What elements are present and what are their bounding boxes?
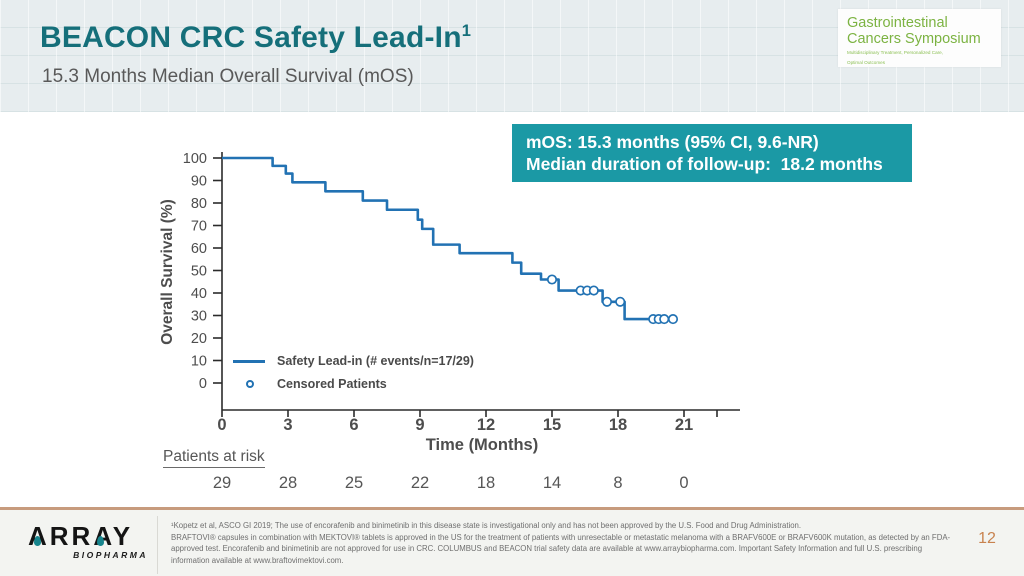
series-line-icon [233,359,265,363]
x-axis-label: Time (Months) [425,436,539,454]
legend-series-label: Safety Lead-in (# events/n=17/29) [277,354,474,368]
svg-text:25: 25 [345,474,363,492]
svg-text:50: 50 [191,264,207,280]
svg-text:70: 70 [191,219,207,235]
svg-text:14: 14 [543,474,561,492]
svg-text:28: 28 [279,474,297,492]
symposium-logo-line2: Cancers Symposium [847,31,981,48]
array-logo-text: ARRAY [28,521,134,551]
symposium-logo-tagline2: Optimal Outcomes [847,60,886,66]
svg-text:0: 0 [679,474,688,492]
svg-text:3: 3 [283,416,292,434]
footer-divider [157,516,158,574]
page-number: 12 [978,530,996,547]
svg-text:0: 0 [217,416,226,434]
symposium-logo: Gastrointestinal Cancers Symposium Multi… [838,9,1001,67]
array-logo-drop-icon [97,536,104,546]
svg-text:8: 8 [613,474,622,492]
symposium-logo-tagline1: Multidisciplinary Treatment, Personalize… [847,50,943,56]
svg-text:21: 21 [675,416,693,434]
svg-text:22: 22 [411,474,429,492]
svg-text:12: 12 [477,416,495,434]
svg-text:18: 18 [609,416,627,434]
footnote-line: ¹Kopetz et al, ASCO GI 2019; The use of … [171,521,802,530]
mos-callout-box: mOS: 15.3 months (95% CI, 9.6-NR) Median… [512,124,912,182]
patients-at-risk-label: Patients at risk [163,448,265,468]
page-title-text: BEACON CRC Safety Lead-In [40,21,462,54]
svg-text:40: 40 [191,286,207,302]
footnotes: ¹Kopetz et al, ASCO GI 2019; The use of … [171,520,959,567]
slide-footer: ARRAY BIOPHARMA ¹Kopetz et al, ASCO GI 2… [0,507,1024,576]
array-logo-drop-icon [34,536,41,546]
svg-text:15: 15 [543,416,561,434]
km-survival-chart: 1009080706050403020100029328625922121815… [183,151,740,492]
censored-marker-icon [246,380,254,388]
mos-value: mOS: 15.3 months (95% CI, 9.6-NR) [526,132,819,152]
legend-item-censored: Censored Patients [233,377,387,391]
svg-text:80: 80 [191,196,207,212]
page-title: BEACON CRC Safety Lead-In1 [40,21,471,55]
slide-header: BEACON CRC Safety Lead-In1 15.3 Months M… [0,0,1024,112]
footnote-line: BRAFTOVI® capsules in combination with M… [171,532,951,542]
legend-censored-label: Censored Patients [277,377,387,391]
svg-text:9: 9 [415,416,424,434]
followup-value: Median duration of follow-up: 18.2 month… [526,154,883,175]
page-subtitle: 15.3 Months Median Overall Survival (mOS… [42,66,414,87]
svg-text:30: 30 [191,309,207,325]
symposium-logo-line1: Gastrointestinal [847,15,948,31]
footnote-line: approved test. Encorafenib and binimetin… [171,544,923,554]
legend-item-safety-leadin: Safety Lead-in (# events/n=17/29) [233,354,474,368]
svg-text:18: 18 [477,474,495,492]
array-logo-subtext: BIOPHARMA [73,550,148,560]
array-biopharma-logo: ARRAY BIOPHARMA [28,521,148,560]
svg-text:90: 90 [191,174,207,190]
svg-text:0: 0 [199,376,207,392]
y-axis-label: Overall Survival (%) [159,199,176,345]
title-footnote-marker: 1 [461,22,472,40]
svg-text:20: 20 [191,331,207,347]
svg-text:6: 6 [349,416,358,434]
svg-text:100: 100 [183,151,207,167]
svg-text:60: 60 [191,241,207,257]
footnote-line: information available at www.braftovimek… [171,556,344,566]
svg-text:29: 29 [213,474,231,492]
svg-text:10: 10 [191,354,207,370]
